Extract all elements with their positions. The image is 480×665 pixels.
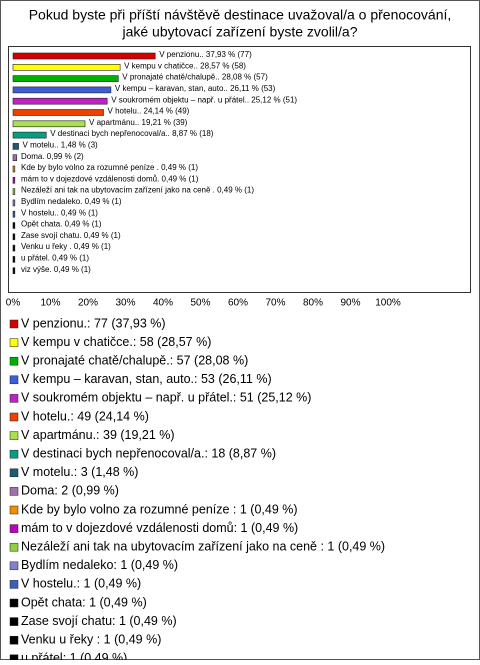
bar xyxy=(12,97,108,105)
legend-label: Kde by bylo volno za rozumné peníze : 1 … xyxy=(21,502,298,516)
legend-swatch xyxy=(9,394,19,403)
legend-label: Opět chata: 1 (0,49 %) xyxy=(21,595,147,609)
legend-swatch xyxy=(9,375,19,385)
legend-label: V destinaci bych nepřenocoval/a.: 18 (8,… xyxy=(21,446,276,460)
data-label: V destinaci bych nepřenocoval/a.. 8,87 %… xyxy=(50,129,214,138)
x-tick-label: 50% xyxy=(190,298,210,309)
x-tick-label: 100% xyxy=(375,298,401,309)
legend-swatch xyxy=(9,338,19,347)
data-label: V soukromém objektu – např. u přátel.. 2… xyxy=(111,95,297,104)
legend-swatch xyxy=(9,542,19,552)
bar xyxy=(12,143,19,150)
bar xyxy=(12,75,119,82)
bar xyxy=(12,256,16,263)
legend-swatch xyxy=(9,449,19,459)
legend-label: Doma: 2 (0,99 %) xyxy=(21,484,119,498)
legend-swatch xyxy=(9,356,19,366)
legend-swatch xyxy=(9,505,19,515)
chart-subtitle: jaké ubytovací zařízení byste zvolil/a? xyxy=(121,24,357,40)
bar xyxy=(12,109,104,116)
bar xyxy=(12,244,16,252)
data-label: Doma. 0,99 % (2) xyxy=(21,152,84,161)
data-label: V kempu v chatičce.. 28,57 % (58) xyxy=(124,61,246,70)
data-label: V kempu – karavan, stan, auto.. 26,11 % … xyxy=(115,84,276,93)
legend-swatch xyxy=(9,319,19,329)
bar xyxy=(12,222,16,229)
legend-swatch xyxy=(9,412,19,422)
bar xyxy=(12,267,16,275)
x-tick-label: 40% xyxy=(153,298,173,309)
legend-label: V hotelu.: 49 (24,14 %) xyxy=(21,409,149,423)
data-label: V pronajaté chatě/chalupě.. 28,08 % (57) xyxy=(122,73,268,82)
data-label: V hotelu.. 24,14 % (49) xyxy=(108,107,190,116)
legend-swatch xyxy=(9,598,19,608)
x-tick-label: 70% xyxy=(265,298,285,309)
data-label: Nezáleží ani tak na ubytovacím zařízení … xyxy=(21,186,254,195)
legend-label: Zase svojí chatu: 1 (0,49 %) xyxy=(21,614,177,628)
data-label: u přátel. 0,49 % (1) xyxy=(21,254,89,263)
chart-title: Pokud byste při příští návštěvě destinac… xyxy=(29,7,452,23)
legend-label: V hostelu.: 1 (0,49 %) xyxy=(21,577,141,591)
data-label: Bydlím nedaleko. 0,49 % (1) xyxy=(21,197,122,206)
legend-swatch xyxy=(9,524,19,533)
legend-label: Bydlím nedaleko: 1 (0,49 %) xyxy=(21,558,178,572)
legend-swatch xyxy=(9,468,19,478)
bar xyxy=(12,188,16,195)
bar xyxy=(12,177,16,184)
legend-label: V kempu – karavan, stan, auto.: 53 (26,1… xyxy=(21,372,272,386)
bar xyxy=(12,120,86,128)
bar xyxy=(12,233,16,241)
legend-swatch xyxy=(9,580,19,589)
bar xyxy=(12,64,121,71)
legend-label: mám to v dojezdové vzdálenosti domů: 1 (… xyxy=(21,521,298,535)
bar xyxy=(12,52,156,60)
bar xyxy=(12,154,18,161)
legend-swatch xyxy=(9,617,19,626)
legend-label: V kempu v chatičce.: 58 (28,57 %) xyxy=(21,335,211,349)
data-label: V penzionu.. 37,93 % (77) xyxy=(159,50,252,59)
data-label: Kde by bylo volno za rozumné peníze . 0,… xyxy=(21,163,198,172)
x-tick-label: 20% xyxy=(78,298,98,309)
legend-swatch xyxy=(9,654,19,664)
x-tick-label: 80% xyxy=(303,298,323,309)
legend-label: u přátel: 1 (0,49 %) xyxy=(21,651,127,660)
data-label: mám to v dojezdové vzdálenosti domů. 0,4… xyxy=(21,174,199,183)
bar xyxy=(12,199,16,207)
data-label: Venku u řeky . 0,49 % (1) xyxy=(21,242,111,251)
x-tick-label: 60% xyxy=(228,298,248,309)
x-tick-label: 90% xyxy=(340,298,360,309)
legend-label: V apartmánu.: 39 (19,21 %) xyxy=(21,428,175,442)
legend-label: V motelu.: 3 (1,48 %) xyxy=(21,465,138,479)
data-label: Opět chata. 0,49 % (1) xyxy=(21,220,102,229)
bar xyxy=(12,210,16,218)
data-label: viz výše. 0,49 % (1) xyxy=(21,265,91,274)
x-tick-label: 30% xyxy=(115,298,135,309)
data-label: V motelu.. 1,48 % (3) xyxy=(23,141,98,150)
legend-swatch xyxy=(9,635,19,645)
x-tick-label: 0% xyxy=(6,298,21,309)
x-tick-label: 10% xyxy=(40,298,60,309)
legend-swatch xyxy=(9,561,19,571)
legend-label: V soukromém objektu – např. u přátel.: 5… xyxy=(21,391,311,405)
legend-label: V pronajaté chatě/chalupě.: 57 (28,08 %) xyxy=(21,353,248,367)
data-label: V apartmánu.. 19,21 % (39) xyxy=(89,118,188,127)
bar xyxy=(12,86,112,94)
legend-label: Nezáleží ani tak na ubytovacím zařízení … xyxy=(21,539,385,553)
legend-label: V penzionu.: 77 (37,93 %) xyxy=(21,316,166,330)
bar xyxy=(12,131,47,139)
bar xyxy=(12,165,16,173)
data-label: V hostelu.. 0,49 % (1) xyxy=(21,208,98,217)
legend-label: Venku u řeky : 1 (0,49 %) xyxy=(21,632,161,646)
data-label: Zase svojí chatu. 0,49 % (1) xyxy=(21,231,121,240)
legend-swatch xyxy=(9,431,19,440)
legend-swatch xyxy=(9,487,19,496)
